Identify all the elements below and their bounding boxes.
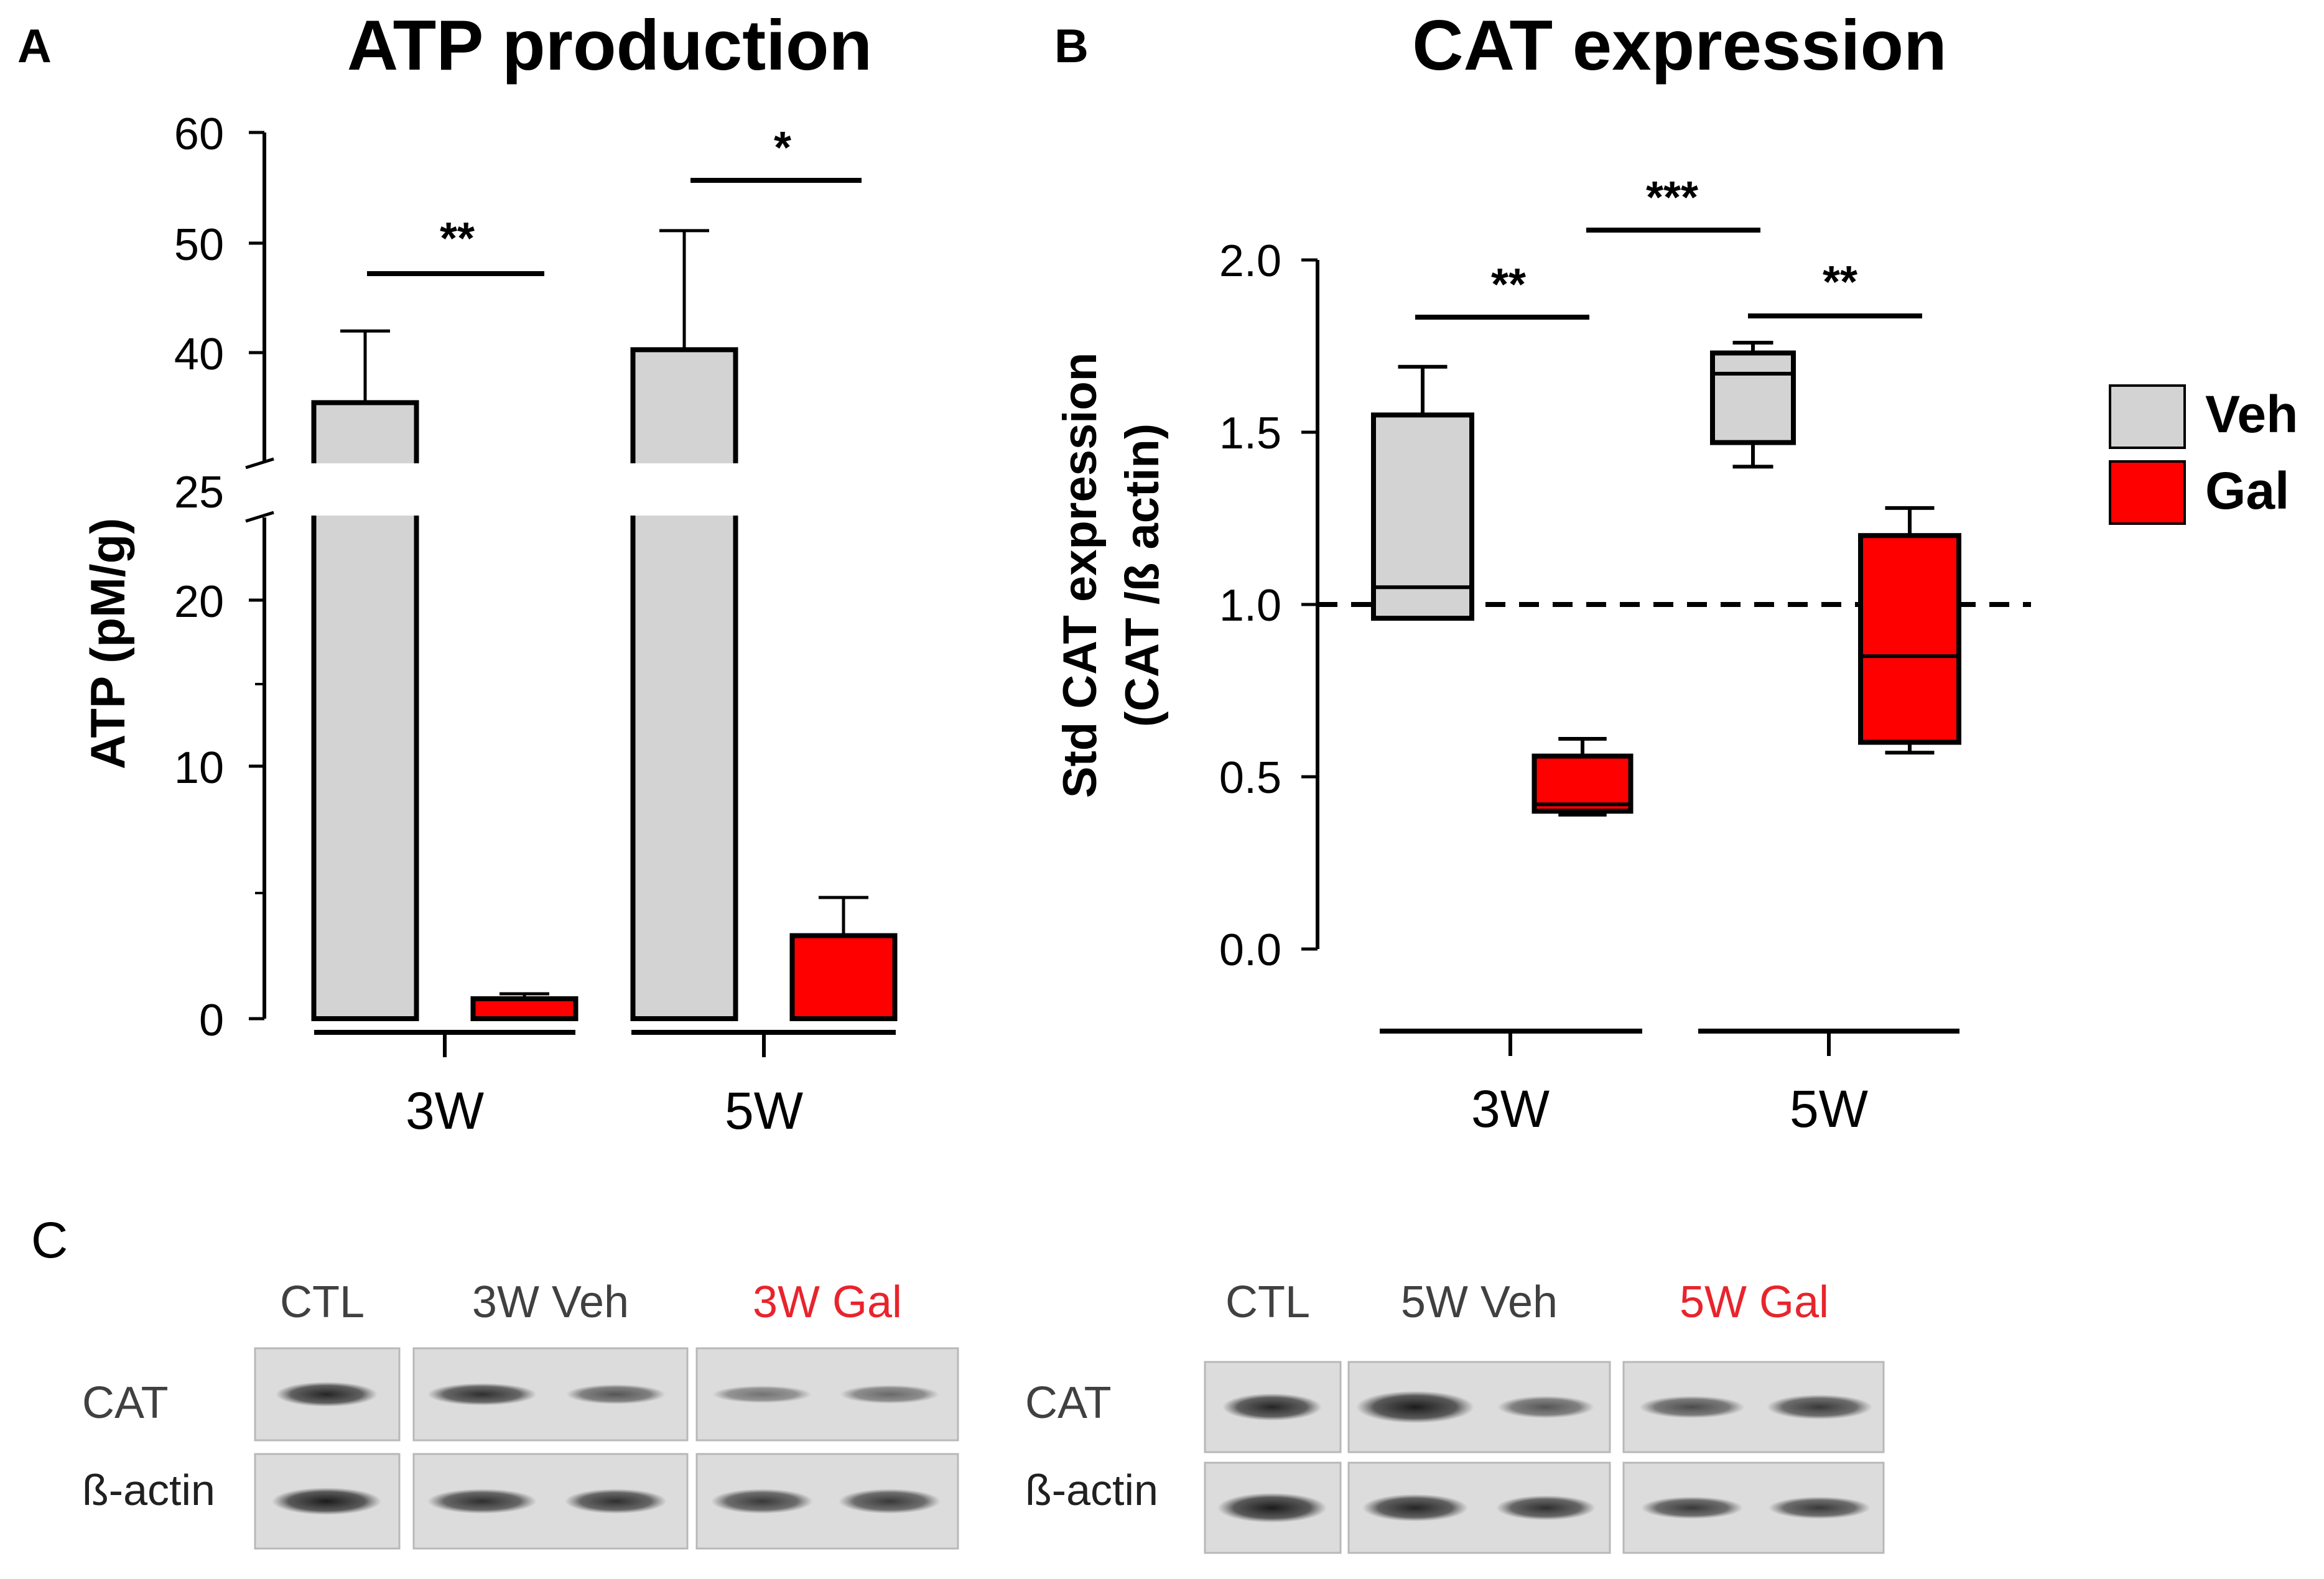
blot-left-row-actin: ß-actin (82, 1466, 215, 1514)
cat-ytick-label: 1.5 (1219, 409, 1281, 458)
blot-right-actin-gal-band (1641, 1496, 1743, 1519)
atp-ytick-label-50: 50 (174, 220, 224, 270)
atp-ytick-label-25: 25 (174, 468, 224, 517)
cat-chart: CAT expression Std CAT expression (CAT /… (1054, 6, 2298, 1138)
cat-sig-label-3w: ** (1491, 260, 1526, 310)
legend-swatch-gal (2109, 460, 2186, 525)
atp-ytick-label-10: 10 (174, 743, 224, 793)
cat-ytick-label: 1.0 (1219, 581, 1281, 631)
blot-left-cat-veh-band (566, 1384, 666, 1404)
atp-y-axis-label: ATP (pM/g) (80, 518, 135, 769)
atp-sig-label-5w: * (774, 123, 791, 173)
atp-bar-veh-5w (630, 347, 738, 1021)
cat-y-axis-label-line2: (CAT /ß actin) (1116, 424, 1169, 727)
panel-letter-a: A (17, 20, 52, 73)
blot-left-actin-gal-band (711, 1489, 813, 1514)
blot-left-header-3w-gal: 3W Gal (753, 1277, 902, 1327)
atp-ytick-label-60: 60 (174, 109, 224, 159)
legend-label-veh: Veh (2205, 385, 2298, 443)
blot-right-actin-ctl-band (1217, 1493, 1327, 1523)
panel-letter-b: B (1054, 20, 1089, 73)
atp-bar-gal-3w (470, 996, 579, 1021)
blot-right-cat-gal-band (1639, 1396, 1745, 1419)
blot-left-actin-gal-band (839, 1489, 941, 1514)
blot-left-cat-ctl-band (276, 1382, 378, 1407)
blot-left-header-ctl: CTL (280, 1277, 365, 1327)
blot-right-row-cat: CAT (1025, 1378, 1112, 1428)
cat-box-5w-veh (1710, 350, 1796, 445)
blot-left-cat-gal-band (712, 1386, 812, 1403)
cat-ytick-label: 0.5 (1219, 753, 1281, 803)
blot-right-cat-gal-band (1767, 1394, 1872, 1420)
legend-swatch-veh (2109, 384, 2186, 449)
atp-chart-title: ATP production (347, 6, 872, 85)
atp-xtick-label-3w: 3W (406, 1081, 484, 1140)
cat-ytick-label: 0.0 (1219, 925, 1281, 975)
cat-chart-title: CAT expression (1412, 6, 1946, 85)
legend-label-gal: Gal (2205, 461, 2289, 520)
atp-xtick-label-5w: 5W (725, 1081, 803, 1140)
atp-axis-break-gap (299, 463, 946, 516)
blot-left-actin-veh-band (565, 1489, 667, 1514)
blot-left-cat-gal-band (840, 1385, 939, 1404)
blot-right-cat-ctl-band (1222, 1393, 1322, 1421)
blot-right-actin-veh-band (1362, 1494, 1468, 1522)
blot-right-header-ctl: CTL (1225, 1277, 1310, 1327)
cat-xtick-label-3w: 3W (1471, 1080, 1550, 1138)
blot-left-row-cat: CAT (82, 1378, 169, 1428)
blot-right-actin-gal-band (1769, 1496, 1871, 1519)
atp-y-ticks: 60 50 40 25 20 10 0 (174, 109, 264, 1045)
atp-bar-gal-5w (789, 933, 898, 1021)
cat-ytick-label: 2.0 (1219, 236, 1281, 286)
atp-axis-break-mark-upper (245, 457, 274, 470)
atp-sig-label-3w: ** (440, 214, 475, 264)
blot-left-actin-veh-band (427, 1489, 537, 1514)
cat-y-ticks: 0.0 0.5 1.0 1.5 2.0 (1219, 236, 1318, 975)
blot-right-header-5w-veh: 5W Veh (1401, 1277, 1558, 1327)
panel-letter-c: C (31, 1212, 68, 1269)
blot-right-row-actin: ß-actin (1025, 1466, 1158, 1514)
blot-right-header-5w-gal: 5W Gal (1680, 1277, 1829, 1327)
cat-sig-label-5w: ** (1823, 257, 1857, 307)
atp-ytick-label-40: 40 (174, 330, 224, 379)
atp-ytick-label-0: 0 (199, 996, 224, 1045)
cat-box-3w-veh (1371, 412, 1474, 621)
cat-sig-label-between: *** (1646, 173, 1698, 223)
cat-y-axis-label-line1: Std CAT expression (1054, 353, 1107, 799)
cat-xtick-label-5w: 5W (1790, 1080, 1868, 1138)
blot-right-actin-veh-band (1496, 1495, 1596, 1521)
cat-legend: Veh Gal (2109, 384, 2298, 525)
atp-chart: ATP production ATP (pM/g) 60 50 40 25 20… (80, 6, 946, 1140)
blot-right-cat-veh-band (1497, 1396, 1594, 1419)
atp-axis-break-mark-lower (245, 511, 274, 523)
western-blot-panel: CTL 3W Veh 3W Gal CAT ß-actin CTL 5W Veh… (82, 1277, 1885, 1554)
blot-images (254, 1347, 1885, 1554)
cat-box-5w-gal (1858, 533, 1961, 745)
atp-bars (311, 229, 898, 1021)
cat-box-3w-gal (1532, 753, 1634, 814)
cat-boxes (1371, 340, 1961, 817)
blot-left-header-3w-veh: 3W Veh (472, 1277, 629, 1327)
atp-ytick-label-20: 20 (174, 577, 224, 627)
blot-left-cat-veh-band (427, 1383, 537, 1405)
blot-left-actin-ctl-band (272, 1488, 381, 1515)
blot-right-cat-veh-band (1356, 1391, 1474, 1424)
